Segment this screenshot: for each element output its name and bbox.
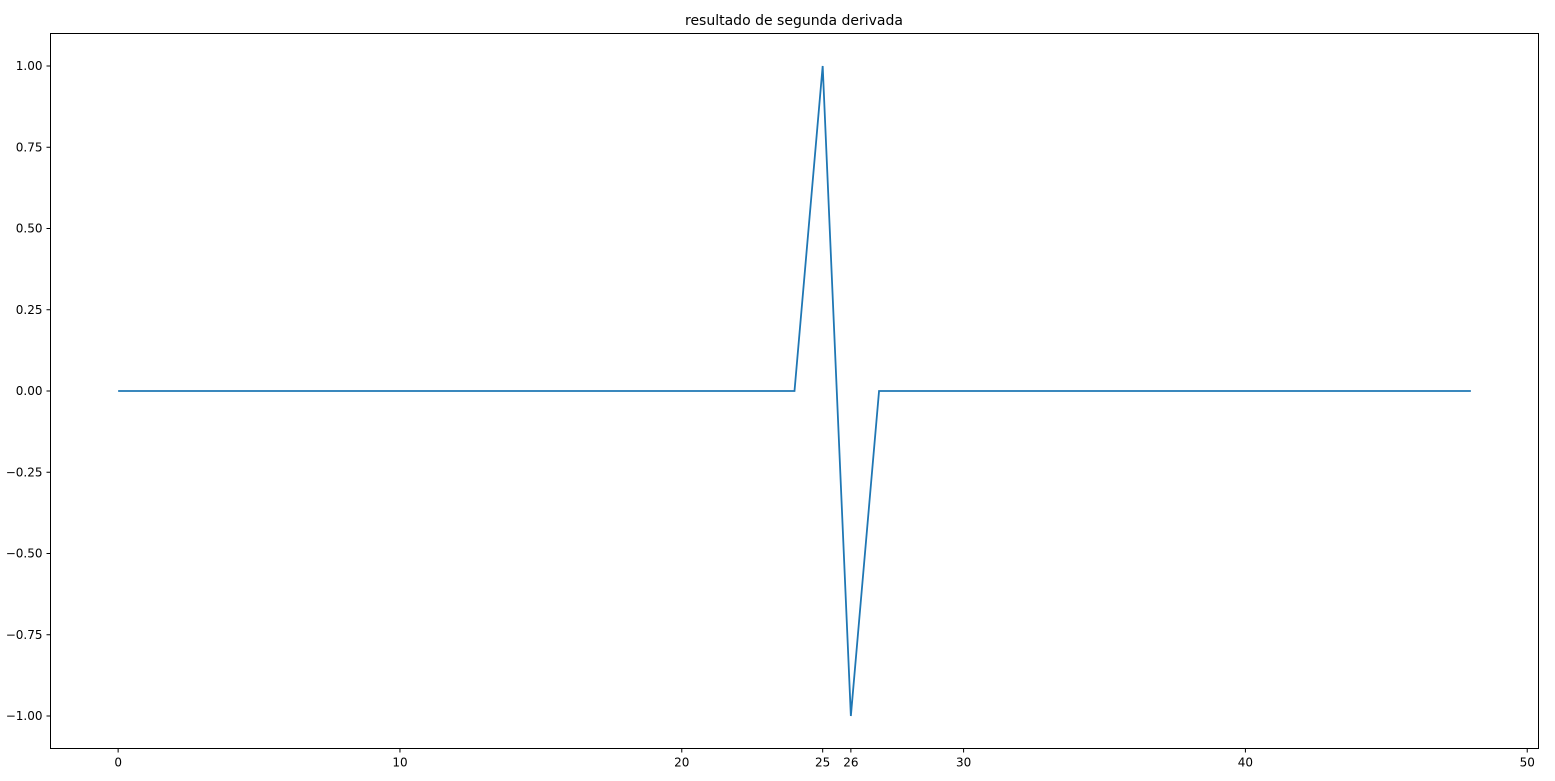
chart-title: resultado de segunda derivada bbox=[685, 13, 903, 29]
y-tick-label: 1.00 bbox=[16, 59, 43, 73]
x-axis: 0 10 20 25 26 30 40 50 bbox=[114, 748, 1535, 770]
y-tick-label: −1.00 bbox=[6, 709, 43, 723]
y-tick-label: −0.75 bbox=[6, 628, 43, 642]
y-tick-label: −0.50 bbox=[6, 547, 43, 561]
y-tick-label: 0.50 bbox=[16, 222, 43, 236]
x-tick-label: 26 bbox=[843, 756, 858, 770]
x-tick-label: 40 bbox=[1238, 756, 1253, 770]
x-tick-label: 20 bbox=[674, 756, 689, 770]
y-tick-label: −0.25 bbox=[6, 465, 43, 479]
plot-area bbox=[118, 65, 1471, 717]
y-axis: 1.00 0.75 0.50 0.25 0.00 −0.25 −0.50 −0.75 −1.00 bbox=[6, 59, 51, 723]
x-tick-label: 50 bbox=[1520, 756, 1535, 770]
series-line-0 bbox=[118, 65, 1471, 717]
y-tick-label: 0.00 bbox=[16, 384, 43, 398]
y-tick-label: 0.75 bbox=[16, 140, 43, 154]
x-tick-label: 30 bbox=[956, 756, 971, 770]
x-tick-label: 25 bbox=[815, 756, 830, 770]
x-tick-label: 0 bbox=[114, 756, 122, 770]
x-tick-label: 10 bbox=[392, 756, 407, 770]
axes-frame bbox=[50, 33, 1539, 749]
y-tick-label: 0.25 bbox=[16, 303, 43, 317]
